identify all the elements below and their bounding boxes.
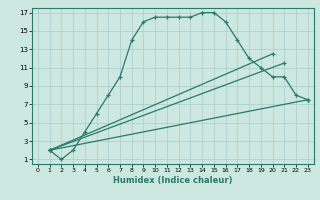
- X-axis label: Humidex (Indice chaleur): Humidex (Indice chaleur): [113, 176, 233, 185]
